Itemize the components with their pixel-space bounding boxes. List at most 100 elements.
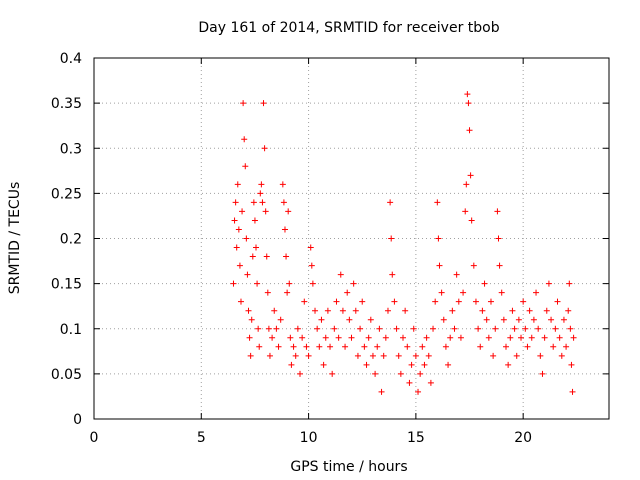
data-point — [357, 325, 364, 332]
data-point — [545, 280, 552, 287]
data-point — [329, 370, 336, 377]
data-point — [262, 208, 269, 215]
data-point — [419, 343, 426, 350]
data-point — [237, 298, 244, 305]
data-point — [490, 352, 497, 359]
data-point — [500, 316, 507, 323]
data-point — [277, 316, 284, 323]
data-point — [314, 325, 321, 332]
y-axis-label: SRMTID / TECUs — [7, 182, 23, 295]
data-point — [233, 244, 240, 251]
data-point — [361, 343, 368, 350]
grid-layer — [94, 58, 609, 419]
data-point — [487, 298, 494, 305]
data-point — [346, 316, 353, 323]
data-point — [481, 280, 488, 287]
data-point — [308, 262, 315, 269]
data-point — [344, 289, 351, 296]
data-point — [391, 298, 398, 305]
x-axis-label: GPS time / hours — [290, 459, 407, 475]
data-point — [288, 361, 295, 368]
y-tick-label: 0.35 — [51, 96, 82, 112]
data-point — [239, 208, 246, 215]
data-point — [530, 316, 537, 323]
data-point — [245, 307, 252, 314]
data-point — [558, 352, 565, 359]
data-point — [522, 325, 529, 332]
data-point — [435, 235, 442, 242]
data-point — [337, 271, 344, 278]
data-point — [483, 316, 490, 323]
data-point — [299, 334, 306, 341]
data-point — [382, 334, 389, 341]
data-point — [565, 307, 572, 314]
data-point — [556, 334, 563, 341]
data-point — [265, 325, 272, 332]
data-point — [464, 91, 471, 98]
x-tick-label: 20 — [514, 430, 532, 446]
data-point — [241, 136, 248, 143]
data-point — [498, 289, 505, 296]
data-point — [465, 100, 472, 107]
data-point — [318, 316, 325, 323]
data-point — [303, 343, 310, 350]
data-point — [507, 334, 514, 341]
data-point — [421, 361, 428, 368]
data-point — [509, 307, 516, 314]
data-point — [235, 226, 242, 233]
data-point — [395, 352, 402, 359]
data-point — [417, 370, 424, 377]
data-point — [281, 226, 288, 233]
data-point — [285, 208, 292, 215]
data-point — [472, 298, 479, 305]
y-tick-label: 0.1 — [60, 322, 82, 338]
data-point — [309, 280, 316, 287]
data-point — [280, 199, 287, 206]
data-point — [466, 127, 473, 134]
data-point — [408, 361, 415, 368]
data-point — [449, 307, 456, 314]
data-point — [378, 388, 385, 395]
data-point — [541, 334, 548, 341]
data-point — [567, 325, 574, 332]
data-point — [468, 217, 475, 224]
data-point — [440, 316, 447, 323]
data-point — [251, 217, 258, 224]
data-point — [494, 208, 501, 215]
data-point — [430, 325, 437, 332]
data-point — [263, 253, 270, 260]
data-point — [246, 334, 253, 341]
data-point — [402, 307, 409, 314]
data-point — [266, 352, 273, 359]
data-point — [389, 271, 396, 278]
data-point — [242, 163, 249, 170]
data-point — [412, 352, 419, 359]
y-tick-label: 0 — [73, 412, 82, 428]
data-point — [327, 343, 334, 350]
data-point — [260, 100, 267, 107]
data-point — [253, 244, 260, 251]
data-point — [535, 325, 542, 332]
chart-title: Day 161 of 2014, SRMTID for receiver tbo… — [198, 20, 499, 36]
data-point — [363, 361, 370, 368]
data-point — [453, 271, 460, 278]
data-point — [404, 343, 411, 350]
y-tick-label: 0.2 — [60, 232, 82, 248]
data-point — [312, 307, 319, 314]
data-point — [333, 298, 340, 305]
data-point — [470, 262, 477, 269]
data-point — [257, 190, 264, 197]
data-point — [563, 343, 570, 350]
data-point — [520, 298, 527, 305]
data-point — [425, 352, 432, 359]
data-point — [463, 181, 470, 188]
data-point — [374, 343, 381, 350]
data-point — [367, 316, 374, 323]
data-point — [513, 352, 520, 359]
data-point — [376, 325, 383, 332]
data-point — [543, 307, 550, 314]
data-point — [533, 289, 540, 296]
x-tick-label: 5 — [197, 430, 206, 446]
data-point — [554, 298, 561, 305]
data-point — [432, 298, 439, 305]
